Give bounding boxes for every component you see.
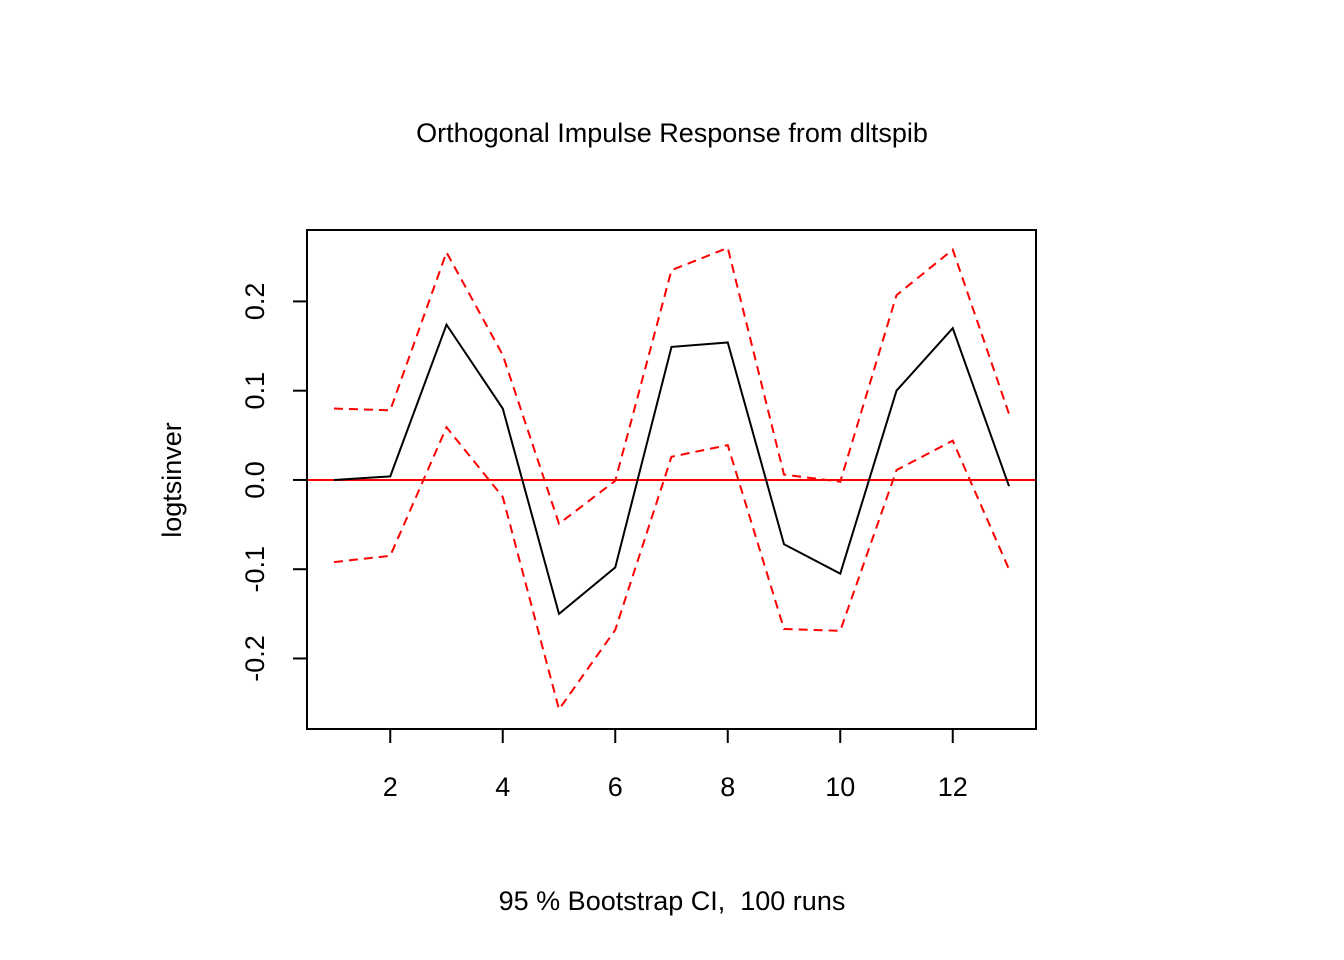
x-axis-label: 95 % Bootstrap CI, 100 runs [499, 886, 846, 916]
x-tick-label: 6 [608, 772, 623, 802]
y-tick-label: 0.2 [240, 283, 270, 321]
plot-frame [306, 229, 1037, 730]
y-tick-label: -0.1 [240, 546, 270, 593]
x-tick-label: 2 [383, 772, 398, 802]
ci-line [333, 246, 1010, 526]
x-tick-label: 4 [495, 772, 510, 802]
y-tick-label: 0.1 [240, 372, 270, 410]
ci-line [333, 425, 1010, 712]
chart-title: Orthogonal Impulse Response from dltspib [416, 118, 928, 148]
x-tick-label: 12 [938, 772, 968, 802]
y-tick-label: 0.0 [240, 461, 270, 499]
x-tick-label: 8 [720, 772, 735, 802]
y-axis-label: logtsinver [157, 422, 187, 538]
response-line [333, 322, 1010, 616]
x-tick-label: 10 [825, 772, 855, 802]
y-tick-label: -0.2 [240, 635, 270, 682]
